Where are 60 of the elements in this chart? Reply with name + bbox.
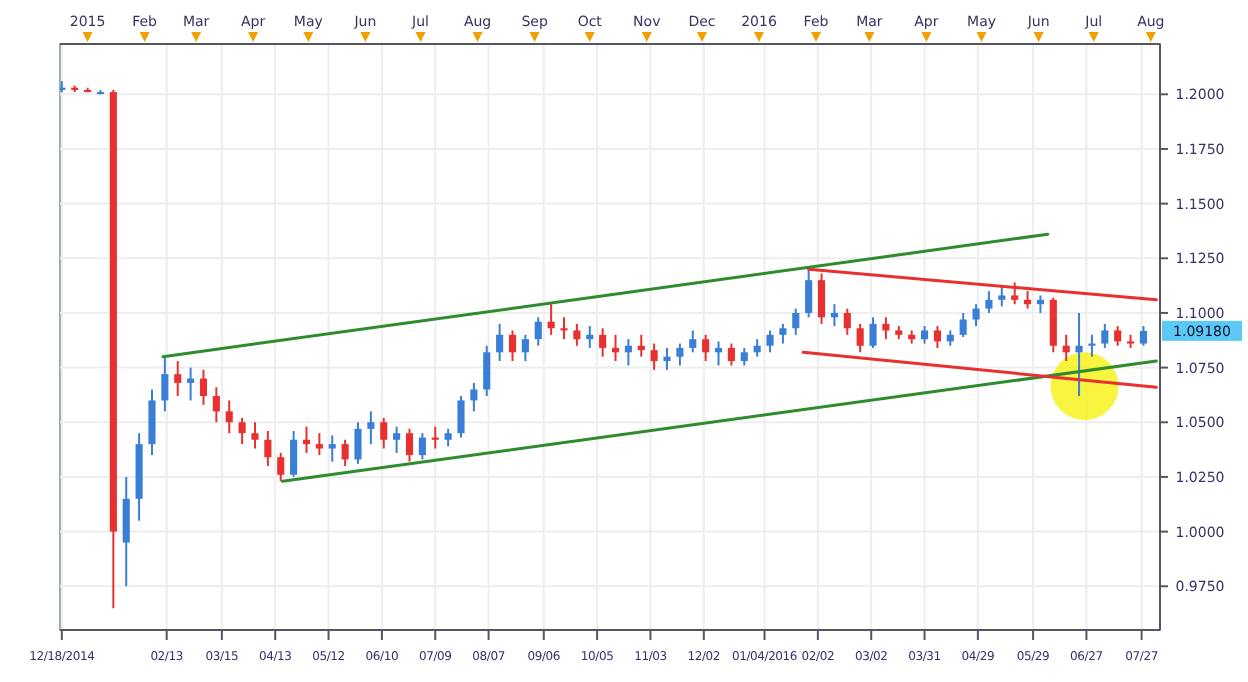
candlestick	[599, 327, 607, 358]
candlestick	[1114, 325, 1122, 347]
candlestick	[341, 438, 349, 468]
candlestick	[869, 316, 877, 349]
candlestick	[212, 386, 220, 424]
candlestick	[393, 425, 401, 454]
candlestick	[766, 329, 774, 354]
candlestick	[302, 425, 311, 454]
candlestick	[933, 325, 941, 349]
candlestick	[457, 395, 465, 439]
candlestick	[122, 475, 130, 588]
candlestick	[264, 430, 272, 468]
candlestick	[676, 342, 684, 367]
candlestick	[174, 360, 182, 398]
candlestick	[496, 322, 504, 363]
candlestick	[199, 368, 208, 406]
candlestick	[470, 381, 478, 413]
candlestick	[483, 344, 491, 398]
candlestick	[972, 303, 980, 328]
candlestick	[573, 322, 581, 347]
candlestick	[508, 329, 517, 363]
candlestick	[611, 333, 620, 363]
candlestick	[689, 329, 697, 354]
candlestick	[727, 342, 735, 367]
candlestick	[290, 430, 298, 478]
candlestick	[637, 333, 645, 358]
candlestick	[534, 316, 542, 347]
candlestick	[1101, 322, 1109, 349]
candlestick	[650, 342, 658, 371]
candlestick	[843, 307, 851, 336]
candlestick	[805, 268, 813, 319]
candlestick	[238, 416, 246, 446]
candlestick	[380, 416, 388, 450]
candlestick	[187, 366, 195, 402]
candlestick	[277, 451, 285, 483]
candlestick	[998, 285, 1006, 308]
candlestick	[1049, 296, 1057, 354]
candlestick	[985, 290, 993, 314]
candlestick	[779, 322, 787, 345]
candlestick	[714, 340, 723, 367]
candlestick	[586, 325, 594, 349]
candlestick	[148, 388, 156, 457]
candlestick	[328, 434, 336, 463]
candlestick	[354, 421, 362, 465]
candlestick	[405, 427, 414, 463]
candlestick	[418, 432, 426, 461]
candlestick	[663, 346, 671, 371]
candlestick	[251, 421, 259, 450]
candlestick	[959, 311, 967, 338]
candlestick	[702, 333, 710, 363]
candlestick	[830, 303, 838, 328]
candlestick	[367, 410, 375, 446]
candlestick	[792, 307, 800, 336]
candlestick	[225, 399, 233, 435]
candlestick	[1139, 325, 1147, 347]
candlestick	[856, 322, 864, 354]
candlestick	[315, 432, 323, 457]
candlestick	[521, 333, 529, 363]
candlestick	[560, 316, 568, 341]
candlestick	[161, 355, 169, 413]
